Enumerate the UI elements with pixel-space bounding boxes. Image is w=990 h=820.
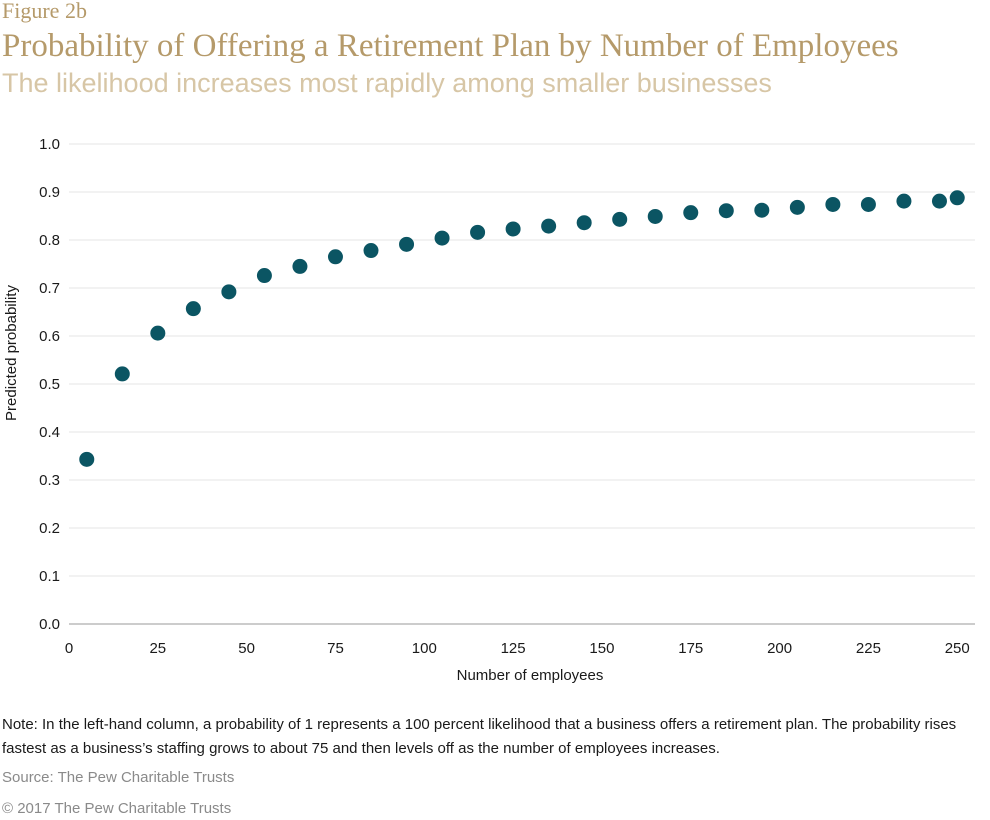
data-point <box>825 196 841 212</box>
data-points <box>79 190 965 467</box>
y-tick-label: 0.2 <box>39 520 60 537</box>
chart-note: Note: In the left-hand column, a probabi… <box>2 716 957 757</box>
x-tick-label: 200 <box>767 640 792 657</box>
y-tick-label: 0.9 <box>39 184 60 201</box>
y-tick-labels: 0.0 0.1 0.2 0.3 0.4 0.5 0.6 0.7 0.8 0.9 1.0 <box>39 136 60 633</box>
x-axis-label: Number of employees <box>457 667 604 684</box>
data-point <box>399 236 415 252</box>
y-tick-label: 0.7 <box>39 280 60 297</box>
data-point <box>612 211 628 227</box>
data-point <box>860 196 876 212</box>
data-point <box>789 199 805 215</box>
figure-label: Figure 2b <box>2 0 87 23</box>
y-tick-label: 0.4 <box>39 424 60 441</box>
x-tick-label: 100 <box>412 640 437 657</box>
data-point <box>363 243 379 259</box>
x-tick-label: 0 <box>65 640 73 657</box>
x-tick-label: 125 <box>501 640 526 657</box>
y-tick-label: 0.1 <box>39 568 60 585</box>
data-point <box>434 230 450 246</box>
x-tick-label: 75 <box>327 640 344 657</box>
y-tick-label: 0.5 <box>39 376 60 393</box>
gridlines <box>69 143 975 625</box>
data-point <box>292 258 308 274</box>
data-point <box>150 325 166 341</box>
data-point <box>79 451 95 467</box>
data-point <box>683 205 699 221</box>
chart-subtitle: The likelihood increases most rapidly am… <box>2 68 772 98</box>
x-tick-label: 150 <box>589 640 614 657</box>
data-point <box>470 224 486 240</box>
x-tick-label: 225 <box>856 640 881 657</box>
data-point <box>541 218 557 234</box>
data-point <box>647 208 663 224</box>
data-point <box>505 221 521 237</box>
data-point <box>718 203 734 219</box>
scatter-chart: 0.0 0.1 0.2 0.3 0.4 0.5 0.6 0.7 0.8 0.9 1.0 0 25 50 7… <box>3 136 975 684</box>
y-tick-label: 1.0 <box>39 136 60 153</box>
source-text: Source: The Pew Charitable Trusts <box>2 769 235 786</box>
data-point <box>185 301 201 317</box>
data-point <box>327 249 343 265</box>
y-tick-label: 0.3 <box>39 472 60 489</box>
data-point <box>221 284 237 300</box>
data-point <box>114 366 130 382</box>
x-tick-label: 250 <box>945 640 970 657</box>
x-tick-label: 50 <box>238 640 255 657</box>
y-axis-label: Predicted probability <box>3 285 20 421</box>
data-point <box>256 268 272 284</box>
data-point <box>576 215 592 231</box>
y-tick-label: 0.0 <box>39 616 60 633</box>
data-point <box>896 193 912 209</box>
x-tick-label: 175 <box>678 640 703 657</box>
chart-title: Probability of Offering a Retirement Pla… <box>2 28 899 64</box>
y-tick-label: 0.8 <box>39 232 60 249</box>
x-tick-label: 25 <box>149 640 166 657</box>
y-tick-label: 0.6 <box>39 328 60 345</box>
copyright-text: © 2017 The Pew Charitable Trusts <box>2 800 232 817</box>
x-tick-labels: 0 25 50 75 100 125 150 175 200 225 250 <box>65 640 970 657</box>
data-point <box>931 193 947 209</box>
data-point <box>754 202 770 218</box>
data-point <box>949 190 965 206</box>
